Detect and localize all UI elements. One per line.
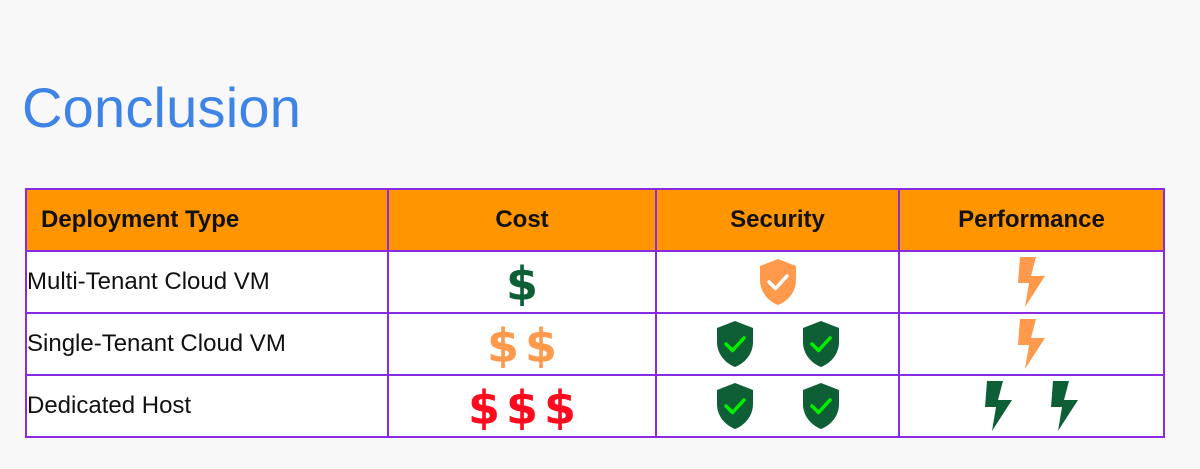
header-security: Security xyxy=(655,188,900,252)
shield-check-icon xyxy=(714,319,756,369)
row-label-single-tenant: Single-Tenant Cloud VM xyxy=(25,312,389,376)
svg-text:$: $ xyxy=(546,382,574,430)
row-label-multi-tenant: Multi-Tenant Cloud VM xyxy=(25,250,389,314)
dollar-icon: $ xyxy=(546,382,574,430)
svg-text:$: $ xyxy=(527,320,555,368)
header-deployment-type: Deployment Type xyxy=(25,188,389,252)
lightning-bolt-icon xyxy=(981,379,1017,433)
performance-cell xyxy=(898,374,1165,438)
cost-cell: $ xyxy=(387,250,657,314)
security-cell xyxy=(655,250,900,314)
lightning-bolt-icon xyxy=(1047,379,1083,433)
svg-text:$: $ xyxy=(489,320,517,368)
dollar-icon: $ xyxy=(489,320,517,368)
table-row: Multi-Tenant Cloud VM $ xyxy=(25,250,1165,314)
performance-cell xyxy=(898,312,1165,376)
header-performance: Performance xyxy=(898,188,1165,252)
svg-text:$: $ xyxy=(470,382,498,430)
svg-text:$: $ xyxy=(508,258,536,306)
header-cost: Cost xyxy=(387,188,657,252)
dollar-icon: $ xyxy=(470,382,498,430)
comparison-table: Deployment Type Cost Security Performanc… xyxy=(25,188,1165,438)
lightning-bolt-icon xyxy=(1014,317,1050,371)
row-label-dedicated-host: Dedicated Host xyxy=(25,374,389,438)
svg-text:$: $ xyxy=(508,382,536,430)
dollar-icon: $ xyxy=(527,320,555,368)
lightning-bolt-icon xyxy=(1014,255,1050,309)
shield-check-icon xyxy=(800,319,842,369)
security-cell xyxy=(655,374,900,438)
page-title: Conclusion xyxy=(22,75,302,139)
table-header-row: Deployment Type Cost Security Performanc… xyxy=(25,188,1165,252)
dollar-icon: $ xyxy=(508,258,536,306)
shield-check-icon xyxy=(800,381,842,431)
table-row: Dedicated Host $ $ $ xyxy=(25,374,1165,438)
table-row: Single-Tenant Cloud VM $ $ xyxy=(25,312,1165,376)
shield-check-icon xyxy=(714,381,756,431)
dollar-icon: $ xyxy=(508,382,536,430)
security-cell xyxy=(655,312,900,376)
cost-cell: $ $ $ xyxy=(387,374,657,438)
shield-check-icon xyxy=(757,257,799,307)
performance-cell xyxy=(898,250,1165,314)
cost-cell: $ $ xyxy=(387,312,657,376)
